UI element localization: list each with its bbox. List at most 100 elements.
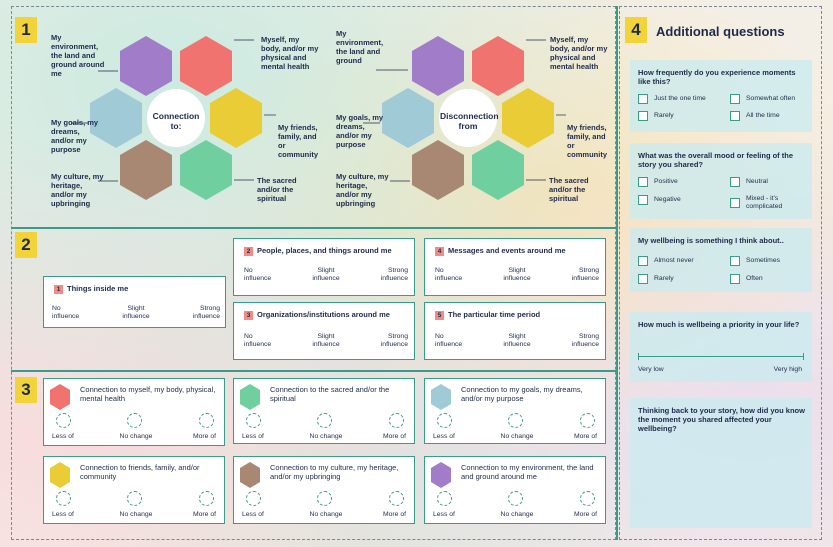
card-text: Connection to my culture, my heritage, a…: [270, 463, 399, 481]
influence-box-4: 4 Messages and events around me No influe…: [424, 238, 606, 296]
scale-strong[interactable]: Strong influence: [571, 333, 599, 348]
section-2-badge: 2: [15, 232, 37, 258]
less-of-circle[interactable]: [246, 413, 261, 428]
box-title: Messages and events around me: [448, 246, 566, 255]
left-flower-center-label: Connection to:: [152, 111, 200, 131]
less-of-circle[interactable]: [437, 491, 452, 506]
more-of-circle[interactable]: [389, 413, 404, 428]
scale-strong[interactable]: Strong influence: [192, 305, 220, 320]
box-title: Things inside me: [67, 284, 129, 293]
left-panel-frame: [11, 6, 616, 540]
priority-slider-track[interactable]: [638, 356, 804, 357]
scale-strong[interactable]: Strong influence: [571, 267, 599, 282]
question-text: How much is wellbeing a priority in your…: [638, 320, 800, 329]
option-often[interactable]: Often: [730, 274, 763, 284]
option-all-the-time[interactable]: All the time: [730, 111, 780, 121]
checkbox[interactable]: [638, 94, 648, 104]
option-almost-never[interactable]: Almost never: [638, 256, 694, 266]
checkbox[interactable]: [730, 94, 740, 104]
option-somewhat-often[interactable]: Somewhat often: [730, 94, 795, 104]
scale-none[interactable]: No influence: [435, 333, 463, 348]
option-mixed[interactable]: Mixed - it's complicated: [730, 195, 808, 211]
checkbox[interactable]: [638, 195, 648, 205]
slider-high-label: Very high: [773, 366, 802, 373]
scale-slight[interactable]: Slight influence: [503, 267, 531, 282]
no-change-circle[interactable]: [508, 491, 523, 506]
right-label-culture: My culture, my heritage, and/or my upbri…: [336, 172, 389, 208]
scale-slight[interactable]: Slight influence: [312, 333, 340, 348]
option-negative[interactable]: Negative: [638, 195, 681, 205]
option-rarely[interactable]: Rarely: [638, 111, 674, 121]
box-title: Organizations/institutions around me: [257, 310, 390, 319]
option-just-once[interactable]: Just the one time: [638, 94, 706, 104]
scale-slight[interactable]: Slight influence: [503, 333, 531, 348]
more-of-circle[interactable]: [389, 491, 404, 506]
no-change-circle[interactable]: [127, 491, 142, 506]
checkbox[interactable]: [638, 111, 648, 121]
less-of-label: Less of: [52, 511, 74, 518]
checkbox[interactable]: [638, 274, 648, 284]
connection-card: Connection to myself, my body, physical,…: [43, 378, 225, 446]
checkbox[interactable]: [730, 111, 740, 121]
box-number: 4: [435, 246, 444, 256]
scale-strong[interactable]: Strong influence: [380, 333, 408, 348]
less-of-label: Less of: [242, 433, 264, 440]
petal-friends: [502, 88, 554, 148]
question-text: What was the overall mood or feeling of …: [638, 151, 794, 169]
more-of-circle[interactable]: [199, 413, 214, 428]
less-of-label: Less of: [242, 511, 264, 518]
less-of-circle[interactable]: [437, 413, 452, 428]
checkbox[interactable]: [638, 177, 648, 187]
hex-icon: [431, 384, 451, 410]
answer-area[interactable]: [638, 442, 804, 520]
less-of-circle[interactable]: [246, 491, 261, 506]
no-change-circle[interactable]: [317, 491, 332, 506]
checkbox[interactable]: [730, 274, 740, 284]
connection-card: Connection to friends, family, and/or co…: [43, 456, 225, 524]
no-change-circle[interactable]: [317, 413, 332, 428]
hex-icon: [50, 462, 70, 488]
right-label-goals: My goals, my dreams, and/or my purpose: [336, 113, 384, 149]
option-sometimes[interactable]: Sometimes: [730, 256, 780, 266]
more-of-circle[interactable]: [580, 413, 595, 428]
checkbox[interactable]: [730, 256, 740, 266]
checkbox[interactable]: [730, 198, 740, 208]
more-of-circle[interactable]: [580, 491, 595, 506]
connection-card: Connection to my goals, my dreams, and/o…: [424, 378, 606, 444]
less-of-label: Less of: [52, 433, 74, 440]
option-rarely[interactable]: Rarely: [638, 274, 674, 284]
right-label-friends: My friends, family, and or community: [567, 123, 608, 159]
divider-1-2: [11, 227, 616, 229]
less-of-circle[interactable]: [56, 413, 71, 428]
scale-slight[interactable]: Slight influence: [312, 267, 340, 282]
scale-slight[interactable]: Slight influence: [122, 305, 150, 320]
scale-none[interactable]: No influence: [244, 333, 272, 348]
connection-card: Connection to the sacred and/or the spir…: [233, 378, 415, 444]
card-text: Connection to myself, my body, physical,…: [80, 385, 216, 403]
scale-none[interactable]: No influence: [244, 267, 272, 282]
scale-none[interactable]: No influence: [435, 267, 463, 282]
option-positive[interactable]: Positive: [638, 177, 678, 187]
no-change-circle[interactable]: [508, 413, 523, 428]
hex-icon: [431, 462, 451, 488]
scale-strong[interactable]: Strong influence: [380, 267, 408, 282]
no-change-circle[interactable]: [127, 413, 142, 428]
right-label-sacred: The sacred and/or the spiritual: [549, 176, 589, 203]
more-of-circle[interactable]: [199, 491, 214, 506]
checkbox[interactable]: [730, 177, 740, 187]
connection-card: Connection to my culture, my heritage, a…: [233, 456, 415, 524]
question-wellbeing-thought: My wellbeing is something I think about.…: [630, 228, 812, 292]
less-of-label: Less of: [433, 433, 455, 440]
hex-icon: [240, 462, 260, 488]
question-text: How frequently do you experience moments…: [638, 68, 796, 86]
right-flower-center-label: Disconnection from: [440, 111, 499, 131]
option-neutral[interactable]: Neutral: [730, 177, 768, 187]
hex-icon: [50, 384, 70, 410]
petal-sacred: [180, 140, 232, 200]
less-of-circle[interactable]: [56, 491, 71, 506]
no-change-label: No change: [119, 511, 153, 518]
no-change-label: No change: [500, 511, 534, 518]
right-flower-center: [439, 89, 497, 147]
scale-none[interactable]: No influence: [52, 305, 80, 320]
checkbox[interactable]: [638, 256, 648, 266]
